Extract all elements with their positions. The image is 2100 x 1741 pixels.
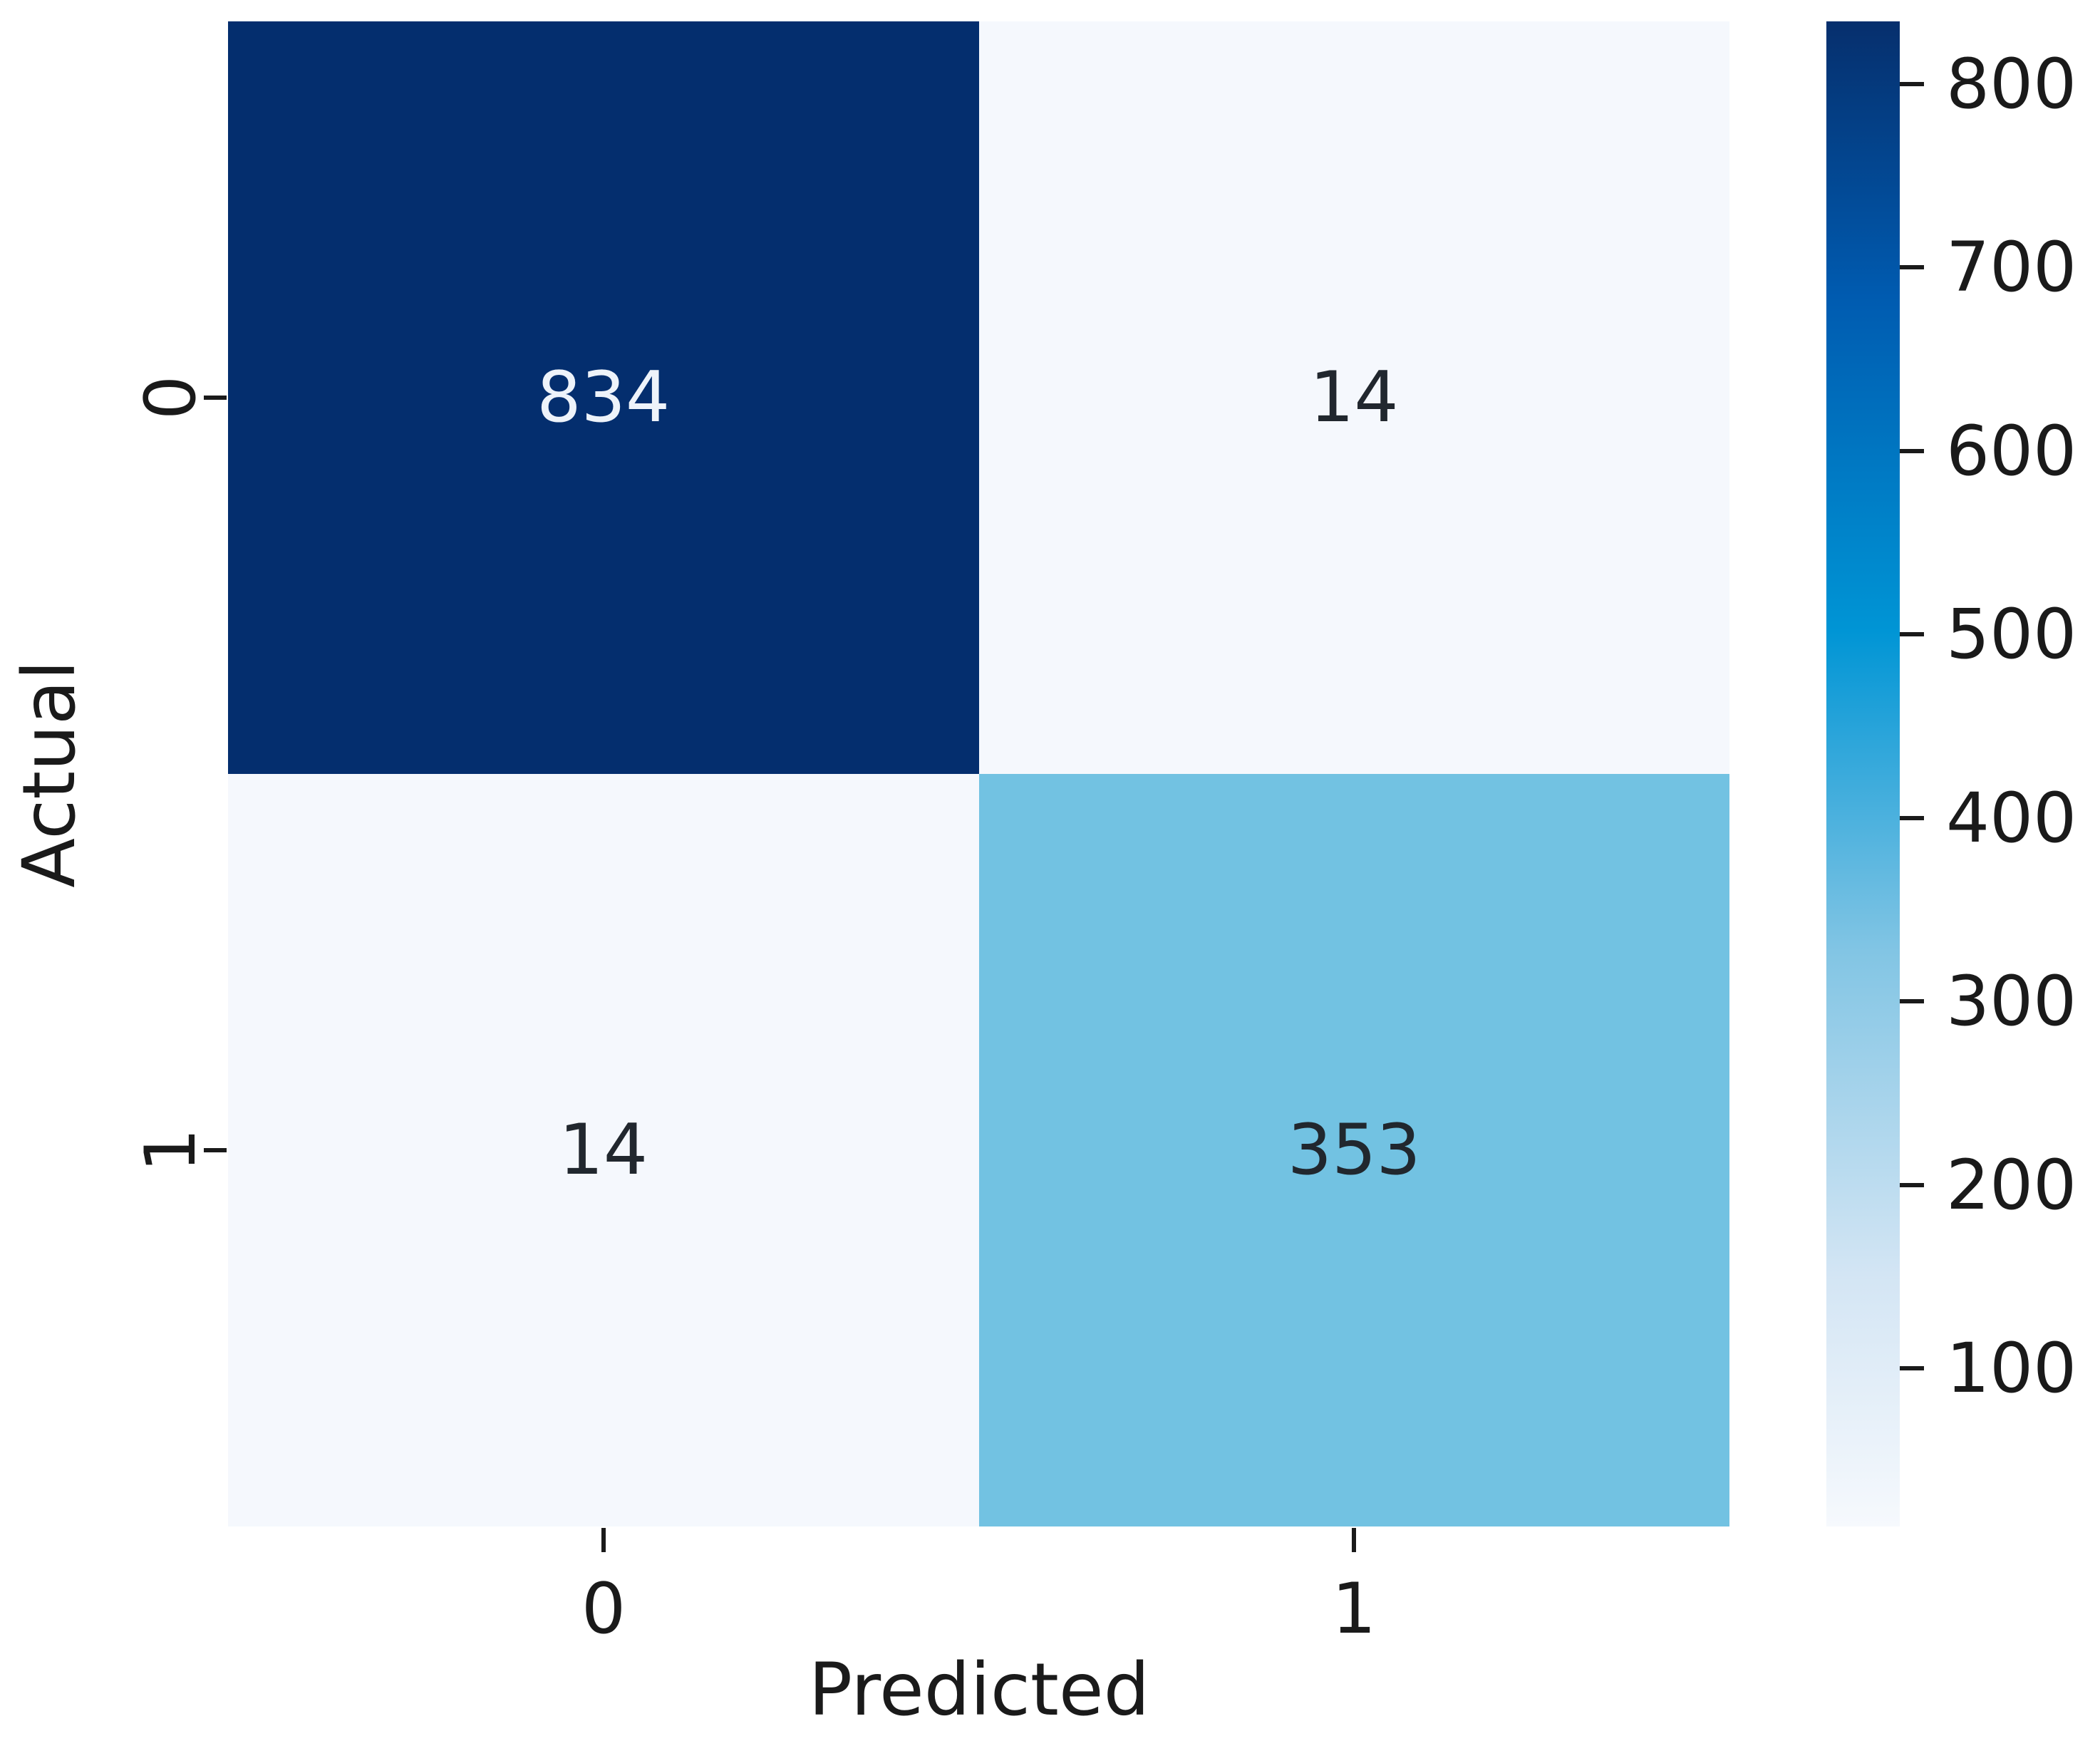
colorbar-tick-mark-300	[1900, 999, 1924, 1004]
colorbar-tick-mark-400	[1900, 815, 1924, 820]
cell-value: 14	[1309, 357, 1399, 438]
colorbar-tick-label-100: 100	[1946, 1328, 2077, 1409]
heatmap-cell-r0c0: 834	[228, 21, 979, 774]
colorbar-tick-label-400: 400	[1946, 777, 2077, 858]
cell-value: 14	[559, 1110, 648, 1191]
y-axis-label: Actual	[7, 660, 92, 888]
x-tick-mark-0	[601, 1528, 606, 1552]
heatmap-cell-r1c0: 14	[228, 774, 979, 1526]
heatmap: 834 14 14 353	[228, 21, 1729, 1526]
colorbar: 800 700 600 500 400 300 200 100	[1826, 21, 2076, 1526]
colorbar-tick-label-600: 600	[1946, 410, 2077, 491]
y-tick-mark-1	[204, 1148, 227, 1152]
colorbar-tick-mark-700	[1900, 265, 1924, 270]
y-tick-label-1: 1	[130, 1127, 212, 1173]
cell-value: 353	[1287, 1110, 1421, 1191]
x-axis-label: Predicted	[808, 1648, 1150, 1732]
colorbar-tick-mark-100	[1900, 1366, 1924, 1371]
colorbar-gradient	[1826, 21, 1900, 1526]
colorbar-tick-mark-800	[1900, 81, 1924, 86]
colorbar-tick-label-700: 700	[1946, 227, 2077, 308]
colorbar-tick-label-200: 200	[1946, 1145, 2077, 1225]
x-tick-label-1: 1	[1331, 1569, 1377, 1650]
colorbar-tick-label-500: 500	[1946, 594, 2077, 675]
colorbar-tick-mark-600	[1900, 448, 1924, 453]
heatmap-cell-r1c1: 353	[978, 774, 1729, 1526]
colorbar-tick-mark-200	[1900, 1182, 1924, 1187]
colorbar-tick-mark-500	[1900, 632, 1924, 637]
x-tick-label-0: 0	[581, 1569, 626, 1650]
colorbar-tick-label-800: 800	[1946, 43, 2077, 124]
x-tick-mark-1	[1352, 1528, 1356, 1552]
colorbar-tick-label-300: 300	[1946, 961, 2077, 1042]
heatmap-cell-r0c1: 14	[978, 21, 1729, 774]
y-tick-mark-0	[204, 396, 227, 400]
cell-value: 834	[537, 357, 671, 438]
y-tick-label-0: 0	[130, 375, 212, 420]
